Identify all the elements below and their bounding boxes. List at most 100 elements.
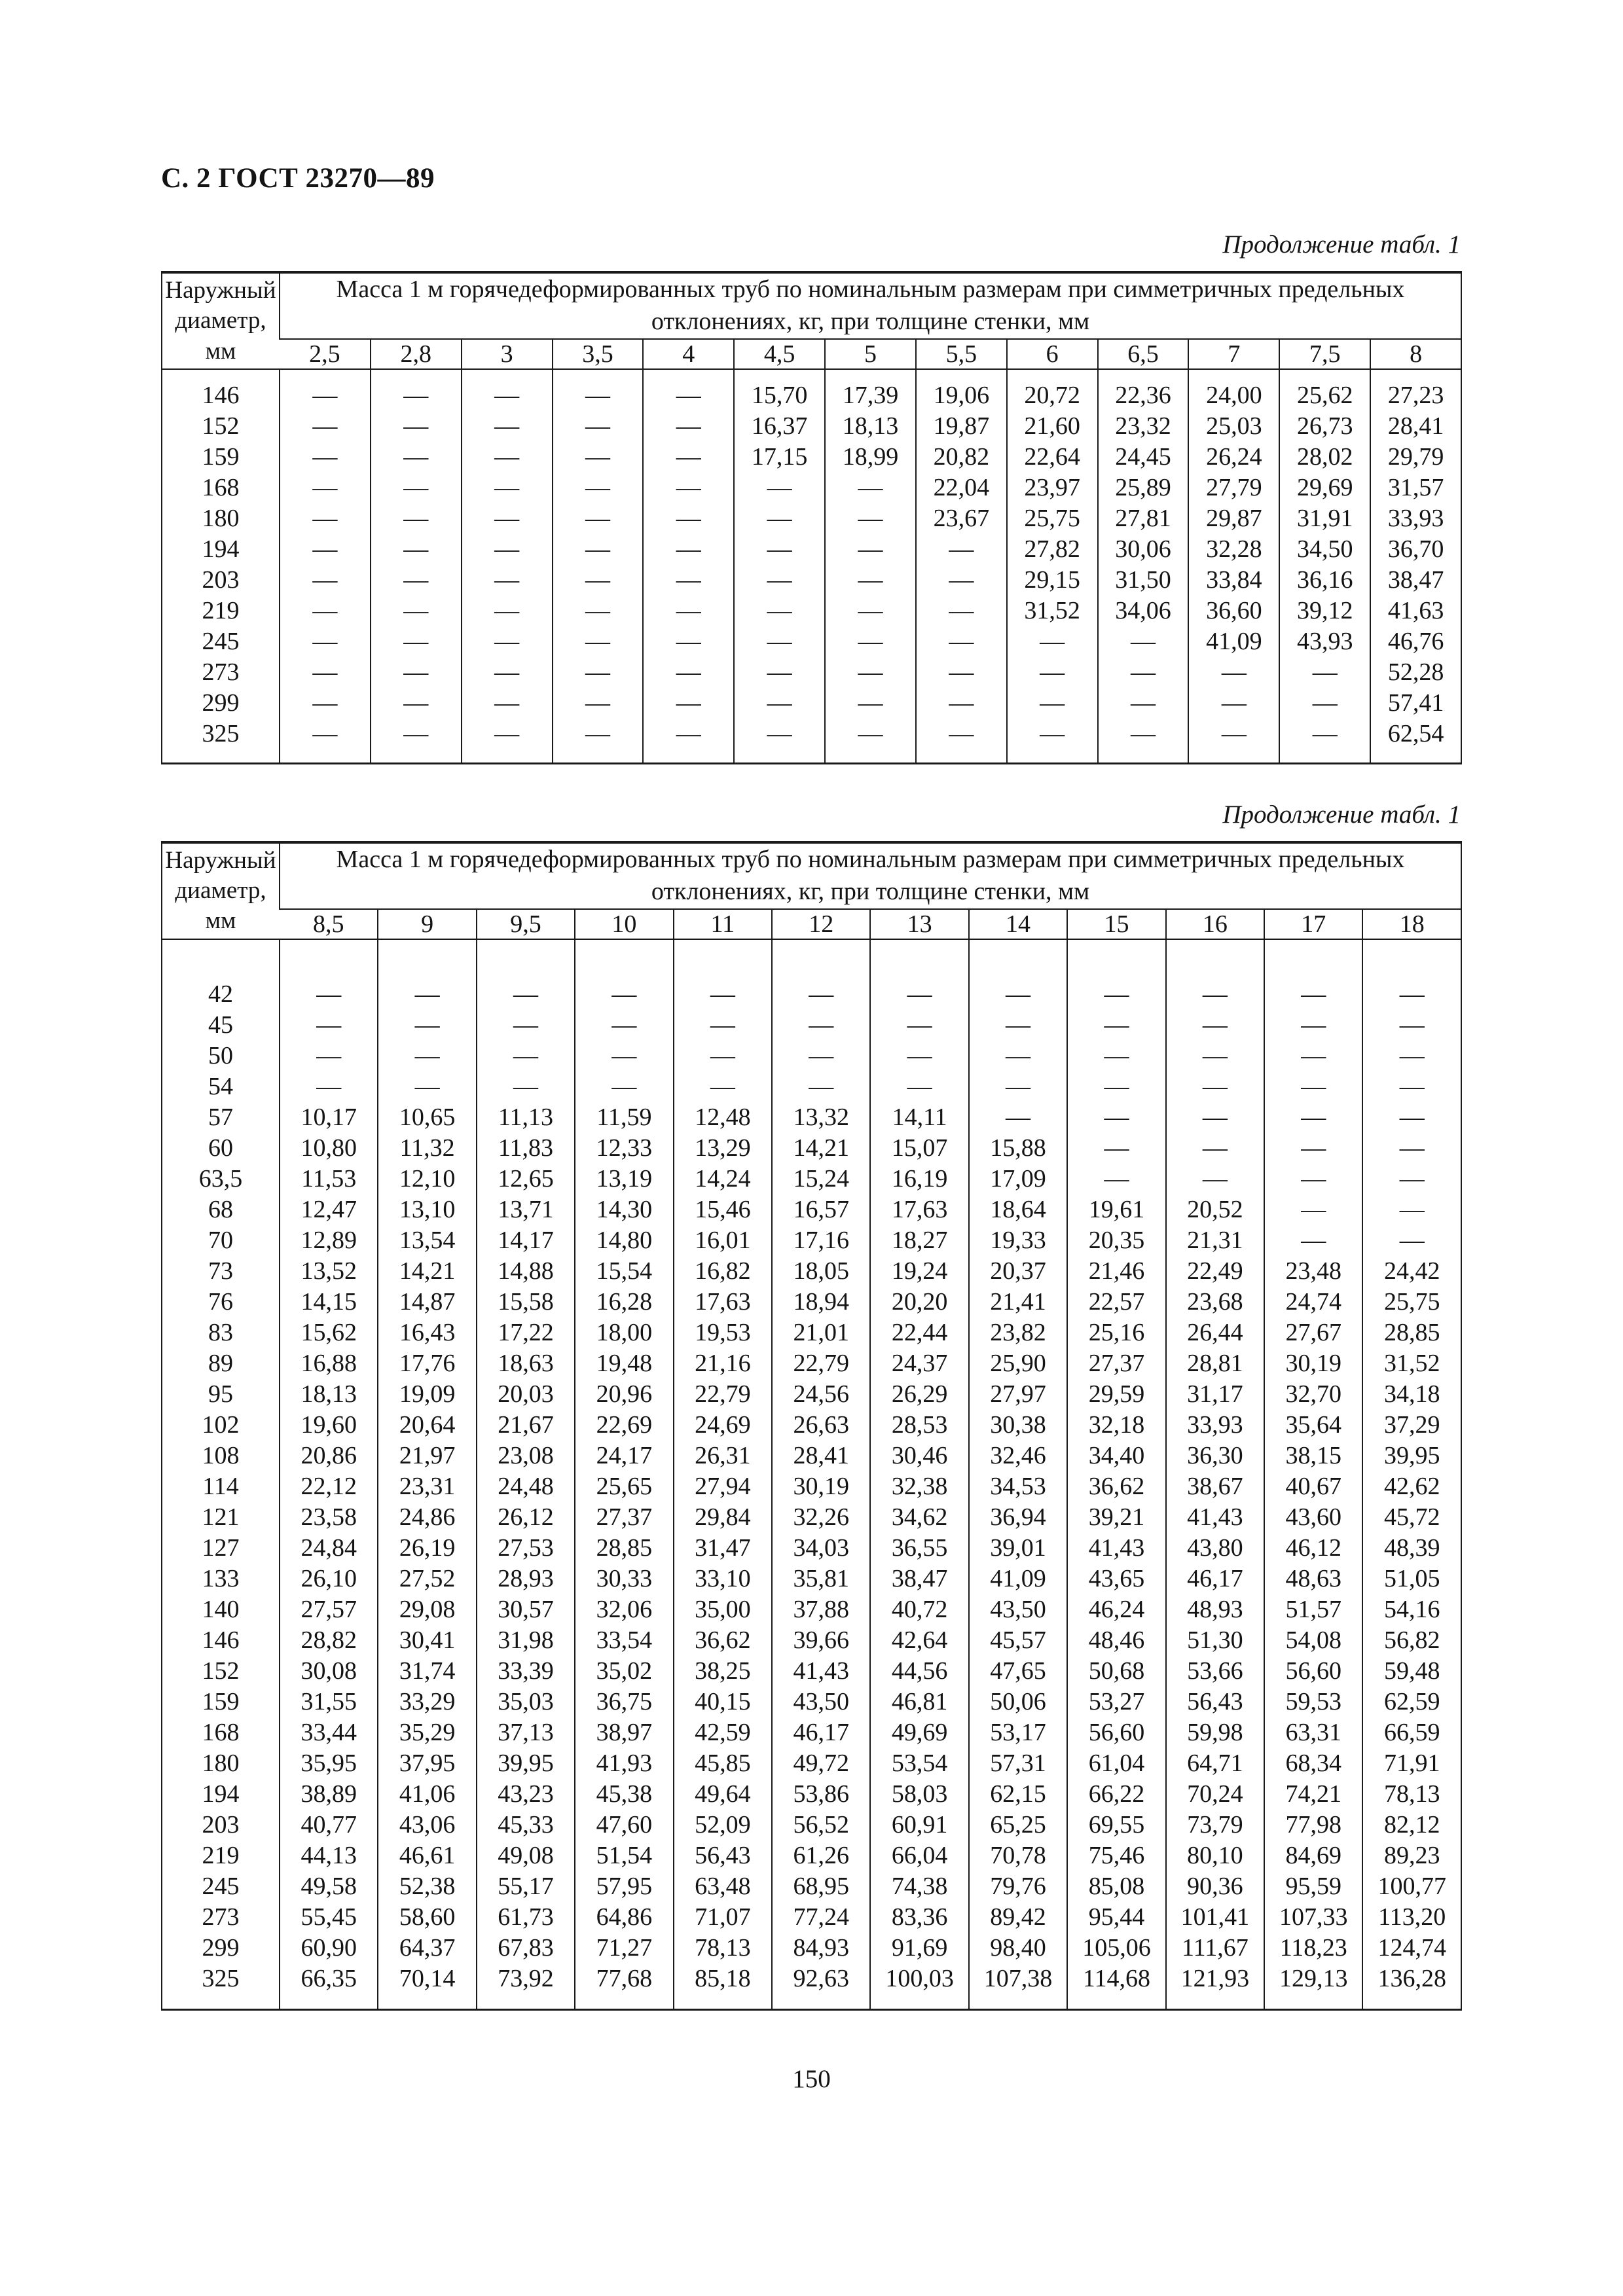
mass-value-cell: 13,10 [377,1194,477,1225]
mass-value-cell: 11,32 [377,1132,477,1164]
mass-value-cell: 15,46 [672,1194,773,1225]
mass-value-cell: 31,17 [1165,1378,1265,1410]
mass-value-cell: 35,29 [377,1717,477,1748]
mass-value-cell: — [1067,1132,1166,1164]
mass-value-cell: 21,31 [1165,1225,1265,1256]
mass-value-cell: — [1067,1009,1166,1041]
mass-value-cell: — [475,1071,575,1102]
mass-value-cell: 16,57 [771,1194,871,1225]
mass-value-cell: 31,52 [1362,1348,1461,1379]
table-row: 180 35,95 37,95 39,95 41,93 45,85 49,72 53,54 57… [162,1748,1461,1779]
mass-value-cell: 15,24 [771,1163,871,1194]
mass-value-cell: 19,06 [915,368,1007,411]
mass-value-cell: 51,54 [574,1840,674,1871]
mass-value-cell: 14,11 [869,1102,969,1133]
mass-value-cell: 22,12 [278,1471,378,1502]
mass-value-cell: — [279,687,371,719]
mass-value-cell: 107,33 [1264,1901,1363,1933]
mass-value-cell: 57,95 [574,1871,674,1902]
mass-value-cell: 41,43 [1165,1501,1265,1533]
table-row: 325— — — — — — — — — — — —62,54 [162,718,1461,764]
mass-value-cell: 31,50 [1097,564,1189,596]
mass-value-cell: 53,86 [771,1778,871,1810]
mass-value-cell: — [1067,1071,1166,1102]
mass-value-cell: 30,19 [1264,1348,1363,1379]
mass-value-cell: 45,85 [672,1748,773,1779]
mass-value-cell: 18,13 [824,410,916,442]
mass-value-cell: 69,55 [1067,1809,1166,1840]
mass-value-cell: — [369,503,462,534]
outer-diameter-cell: 325 [202,719,240,747]
mass-value-cell: 38,97 [574,1717,674,1748]
table-row: 203 40,77 43,06 45,33 47,60 52,09 56,52 60,91 65… [162,1809,1461,1840]
mass-value-cell: 56,82 [1362,1624,1461,1656]
mass-value-cell: — [642,368,735,411]
mass-value-cell: 33,44 [278,1717,378,1748]
mass-value-cell: 22,64 [1006,441,1098,473]
mass-value-cell: 18,13 [278,1378,378,1410]
mass-value-cell: 38,25 [672,1655,773,1687]
mass-value-cell: 12,48 [672,1102,773,1133]
mass-value-cell: 21,46 [1067,1255,1166,1287]
mass-value-cell: 34,03 [771,1532,871,1564]
mass-value-cell: — [1097,718,1189,764]
mass-value-cell: 17,63 [869,1194,969,1225]
outer-diameter-cell: 57 [208,1103,233,1131]
mass-value-cell: 48,39 [1362,1532,1461,1564]
table2-wall-thickness-header-row: 8,5 9 9,5 10 11 12 13 14 15 16 17 18 [162,908,1461,940]
mass-value-cell: 24,00 [1188,368,1280,411]
outer-diameter-cell: 102 [202,1410,240,1439]
mass-value-cell: 91,69 [869,1932,969,1964]
table-row: 133 26,10 27,52 28,93 30,33 33,10 35,81 38,47 41… [162,1563,1461,1594]
mass-value-cell: 67,83 [475,1932,575,1964]
mass-value-cell: — [460,656,553,688]
mass-value-cell: 78,13 [672,1932,773,1964]
mass-value-cell: — [915,626,1007,657]
mass-value-cell: 36,30 [1165,1440,1265,1471]
mass-value-cell: 64,37 [377,1932,477,1964]
mass-value-cell: 13,54 [377,1225,477,1256]
table-row: 245 49,58 52,38 55,17 57,95 63,48 68,95 74,38 79… [162,1871,1461,1902]
table-row: 203— — — — — — — —29,15 31,50 33,84 36,16 38,47 [162,564,1461,596]
mass-value-cell: 30,38 [968,1409,1068,1441]
mass-value-cell: 25,62 [1279,368,1371,411]
table-row: 63,5 11,53 12,10 12,65 13,19 14,24 15,24 16,19 1… [162,1163,1461,1194]
mass-value-cell: 51,57 [1264,1594,1363,1625]
mass-value-cell: — [1264,1132,1363,1164]
mass-value-cell: 11,83 [475,1132,575,1164]
mass-value-cell: 41,93 [574,1748,674,1779]
mass-value-cell: — [642,410,735,442]
mass-value-cell: — [377,1040,477,1071]
mass-value-cell: 45,38 [574,1778,674,1810]
mass-value-cell: — [377,1071,477,1102]
mass-value-cell: — [1006,718,1098,764]
table2-header-row-top: Наружный диаметр, мм Масса 1 м горячедеф… [162,842,1461,940]
mass-value-cell: 37,88 [771,1594,871,1625]
mass-value-cell: — [1362,1194,1461,1225]
mass-value-cell: 17,09 [968,1163,1068,1194]
mass-value-cell: — [1264,1194,1363,1225]
mass-value-cell: 105,06 [1067,1932,1166,1964]
mass-value-cell: 49,64 [672,1778,773,1810]
table-row: 83 15,62 16,43 17,22 18,00 19,53 21,01 22,44 23,… [162,1317,1461,1348]
mass-value-cell: — [1264,939,1363,1010]
mass-value-cell: 23,48 [1264,1255,1363,1287]
outer-diameter-cell: 42 [208,980,233,1008]
mass-value-cell: 77,24 [771,1901,871,1933]
mass-value-cell: 30,57 [475,1594,575,1625]
mass-value-cell: — [574,939,674,1010]
mass-value-cell: — [1362,1102,1461,1133]
mass-value-cell: 32,70 [1264,1378,1363,1410]
mass-value-cell: — [1067,939,1166,1010]
mass-value-cell: — [824,533,916,565]
mass-value-cell: 31,57 [1370,472,1461,503]
outer-diameter-cell: 194 [202,1780,240,1808]
table-row: 152— — — — —16,37 18,13 19,87 21,60 23,32 25,03 26… [162,410,1461,442]
mass-value-cell: 18,63 [475,1348,575,1379]
table-row: 299— — — — — — — — — — — —57,41 [162,687,1461,719]
mass-value-cell: 17,76 [377,1348,477,1379]
mass-value-cell: 46,24 [1067,1594,1166,1625]
mass-value-cell: 30,41 [377,1624,477,1656]
mass-value-cell: 56,60 [1067,1717,1166,1748]
wall-thickness-column-header: 14 [968,908,1068,940]
